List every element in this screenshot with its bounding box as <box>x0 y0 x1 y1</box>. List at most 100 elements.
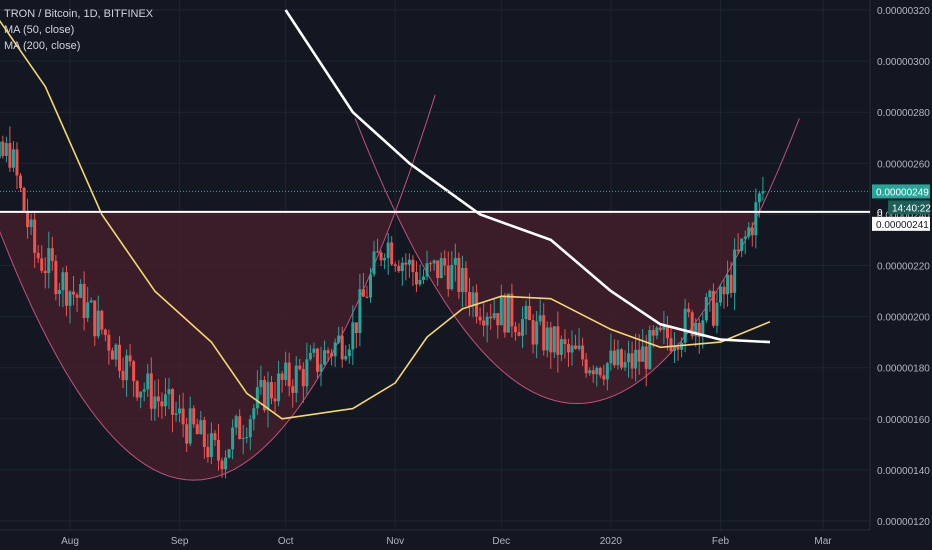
candle-body <box>50 248 54 261</box>
candle-body <box>605 363 609 380</box>
x-tick-label: Oct <box>278 536 294 547</box>
y-tick-label: 0.00000240 <box>877 210 930 221</box>
cup-curve-2 <box>354 118 800 405</box>
candle-body <box>181 408 185 425</box>
candle-body <box>167 389 171 395</box>
candle-body <box>584 359 588 374</box>
candle-body <box>549 327 553 353</box>
candle-body <box>29 219 33 228</box>
candle-body <box>312 348 316 353</box>
candle-body <box>708 290 712 298</box>
candle-body <box>637 349 641 362</box>
level-price-tag-bg <box>872 216 930 231</box>
candle-body <box>323 350 327 365</box>
y-tick-label: 0.00000220 <box>877 262 930 273</box>
candle-body <box>528 305 532 321</box>
candle-body <box>160 401 164 407</box>
x-tick-label: 2020 <box>600 536 623 547</box>
candle-body <box>429 263 433 265</box>
candle-body <box>464 268 468 293</box>
candle-body <box>390 242 394 265</box>
candle-body <box>238 416 242 439</box>
candle-body <box>125 355 129 381</box>
candle-body <box>443 258 447 266</box>
candle-body <box>255 387 259 409</box>
candle-body <box>368 274 372 298</box>
candle-body <box>641 346 645 362</box>
candle-body <box>224 457 228 470</box>
candle-body <box>110 350 114 360</box>
y-tick-label: 0.00000200 <box>877 313 930 324</box>
legend-symbol[interactable]: TRON / Bitcoin, 1D, BITFINEX <box>4 8 154 20</box>
ma50-line <box>0 19 771 420</box>
candle-body <box>574 345 578 349</box>
candle-body <box>114 344 118 360</box>
legend-ma200[interactable]: MA (200, close) <box>4 40 81 52</box>
candle-body <box>100 310 104 330</box>
candle-body <box>383 258 387 261</box>
x-tick-label: Sep <box>171 536 189 547</box>
candle-body <box>103 329 107 335</box>
candle-body <box>57 289 61 295</box>
candle-body <box>669 338 673 352</box>
candle-body <box>478 316 482 321</box>
candle-body <box>174 413 178 415</box>
candle-body <box>397 266 401 272</box>
candle-body <box>460 268 464 292</box>
candle-body <box>220 460 224 470</box>
candle-body <box>19 175 23 189</box>
candle-body <box>556 326 560 355</box>
cup-fill-1 <box>0 211 396 481</box>
candle-body <box>139 391 143 398</box>
legend-ma50[interactable]: MA (50, close) <box>4 24 75 36</box>
candle-body <box>425 263 429 277</box>
candle-body <box>284 362 288 380</box>
candle-body <box>655 327 659 336</box>
candle-body <box>630 353 634 369</box>
candle-body <box>404 262 408 265</box>
candle-body <box>595 367 599 375</box>
candle-body <box>673 346 677 352</box>
cup-pattern-annotations <box>0 94 800 481</box>
candle-body <box>33 219 37 253</box>
candle-body <box>711 290 715 326</box>
y-tick-label: 0.00000320 <box>877 6 930 17</box>
candle-body <box>132 361 136 382</box>
candle-body <box>726 274 730 295</box>
candle-body <box>414 272 418 285</box>
candle-body <box>701 320 705 337</box>
candle-body <box>517 332 521 336</box>
candle-body <box>245 437 249 439</box>
candle-body <box>188 408 192 444</box>
candle-body <box>365 296 369 298</box>
time-axis[interactable]: Aug Sep Oct Nov Dec 2020 Feb Mar <box>61 536 832 547</box>
candle-body <box>330 353 334 357</box>
candle-body <box>566 344 570 353</box>
candle-body <box>231 427 235 450</box>
candle-body <box>411 259 415 273</box>
candle-body <box>347 349 351 357</box>
candle-body <box>662 325 666 330</box>
candle-body <box>658 327 662 330</box>
candle-body <box>86 302 90 318</box>
candle-body <box>117 344 121 371</box>
candle-body <box>609 350 613 364</box>
candle-body <box>750 227 754 236</box>
candle-body <box>697 322 701 337</box>
candle-body <box>142 389 146 392</box>
candle-body <box>439 258 443 278</box>
candle-body <box>273 398 277 402</box>
candle-body <box>588 370 592 374</box>
level-price-tag: 0.00000241 <box>876 220 929 231</box>
candle-body <box>291 386 295 393</box>
candle-body <box>552 326 556 353</box>
candle-body <box>372 251 376 275</box>
candle-body <box>690 312 694 337</box>
candle-body <box>648 330 652 369</box>
price-axis[interactable]: 0.00000320 0.00000300 0.00000280 0.00000260… <box>877 6 930 528</box>
candle-body <box>135 381 139 398</box>
candle-body <box>619 349 623 368</box>
candle-body <box>93 300 97 337</box>
candle-body <box>178 408 182 414</box>
